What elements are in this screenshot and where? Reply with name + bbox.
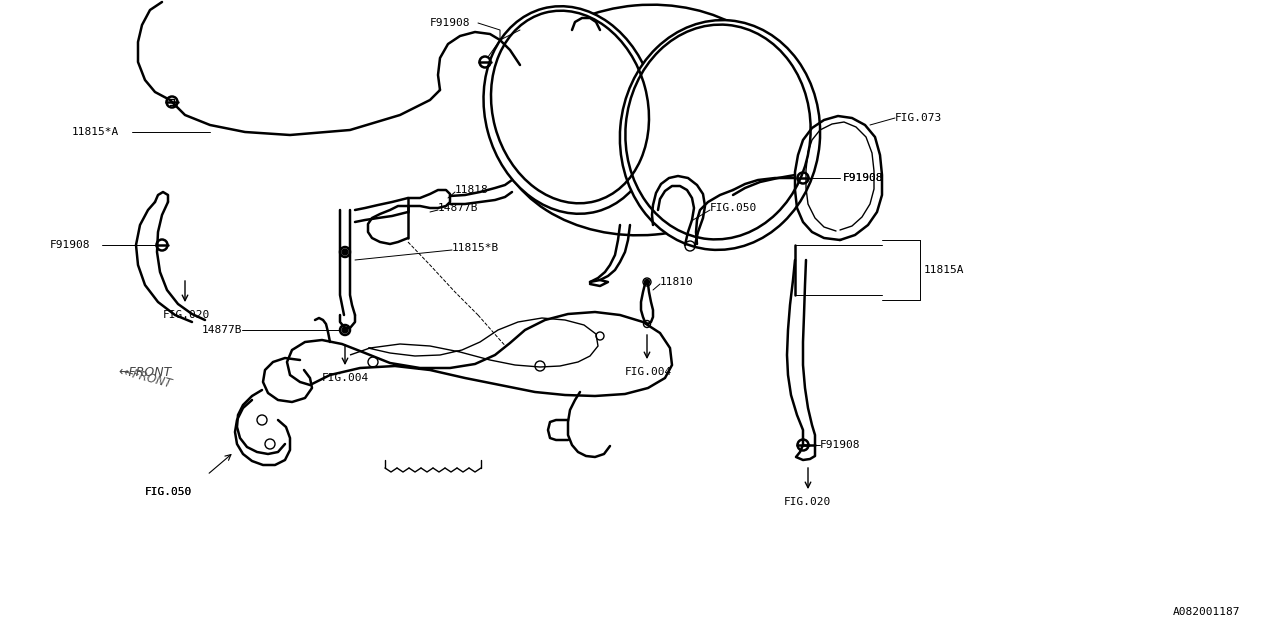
Text: 11810: 11810 [660, 277, 694, 287]
Text: F91908: F91908 [50, 240, 91, 250]
Circle shape [342, 327, 348, 333]
Text: 11815*B: 11815*B [452, 243, 499, 253]
Text: FIG.050: FIG.050 [145, 487, 192, 497]
Text: FIG.050: FIG.050 [710, 203, 758, 213]
Ellipse shape [495, 4, 795, 236]
Text: F91908: F91908 [430, 18, 471, 28]
Text: 11818: 11818 [454, 185, 489, 195]
Text: F91908: F91908 [844, 173, 883, 183]
Text: FIG.004: FIG.004 [625, 367, 672, 377]
Text: FIG.050: FIG.050 [145, 487, 192, 497]
Text: 14877B: 14877B [438, 203, 479, 213]
Text: A082001187: A082001187 [1172, 607, 1240, 617]
Circle shape [645, 280, 649, 285]
Text: 14877B: 14877B [201, 325, 242, 335]
Text: F91908: F91908 [820, 440, 860, 450]
Text: ←FRONT: ←FRONT [118, 365, 172, 378]
Text: FIG.073: FIG.073 [895, 113, 942, 123]
Text: FIG.020: FIG.020 [785, 497, 831, 507]
Ellipse shape [484, 6, 657, 214]
Text: FIG.020: FIG.020 [163, 310, 210, 320]
Text: F91908: F91908 [844, 173, 883, 183]
Ellipse shape [620, 20, 820, 250]
Circle shape [342, 249, 348, 255]
Text: 11815A: 11815A [924, 265, 965, 275]
Polygon shape [287, 312, 672, 396]
Text: ←FRONT: ←FRONT [122, 365, 174, 391]
Text: FIG.004: FIG.004 [323, 373, 369, 383]
Text: 11815*A: 11815*A [72, 127, 119, 137]
